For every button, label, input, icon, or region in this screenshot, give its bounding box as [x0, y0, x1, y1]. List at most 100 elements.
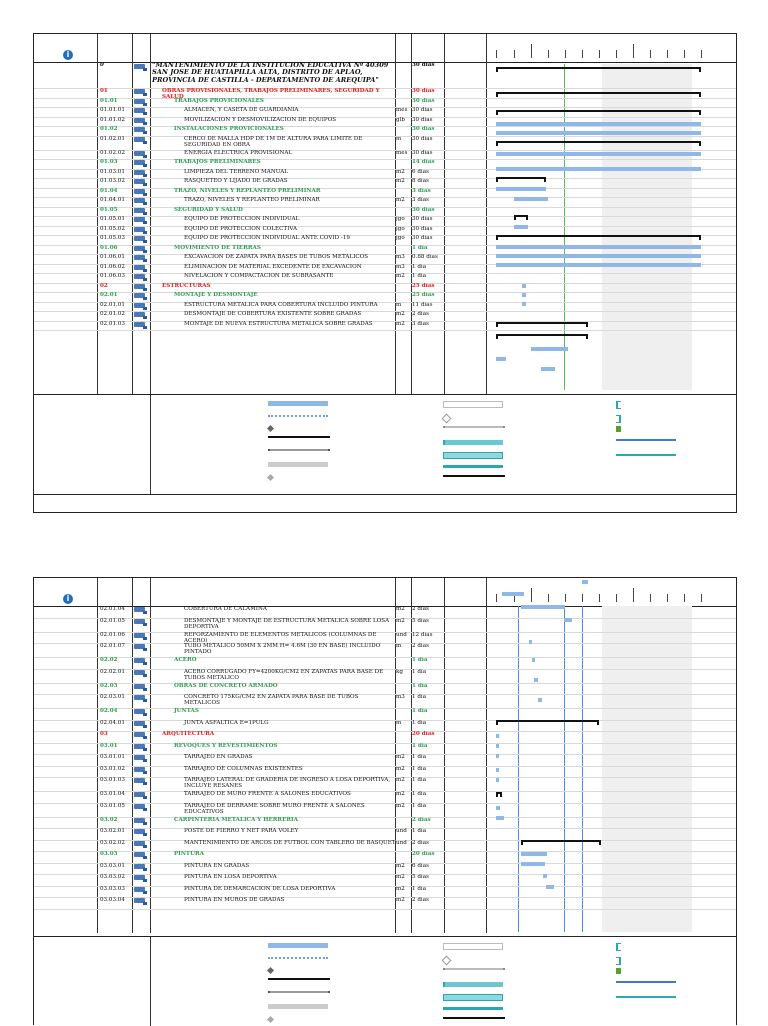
row-id: 01.06.02 [100, 263, 125, 270]
row-unit: m [396, 719, 402, 726]
row-unit: jgo [396, 216, 405, 222]
legend-swatch [443, 982, 503, 987]
row-id: 01.05.02 [100, 225, 125, 232]
row-duration: 6 días [412, 168, 429, 175]
task-bar [496, 357, 506, 361]
task-row: 01.01.02 MOVILIZACION Y DESMOVILIZACION D… [34, 116, 736, 127]
task-name: TRAZO, NIVELES Y REPLANTEO PRELIMINAR [184, 197, 320, 203]
task-row: 02.01.06 REFORZAMIENTO DE ELEMENTOS METAL… [34, 632, 736, 644]
task-mode-icon [134, 766, 147, 774]
row-id: 01.03.01 [100, 168, 125, 175]
row-id: 02.01.04 [100, 606, 125, 612]
task-mode-icon [134, 179, 147, 186]
task-mode-icon [134, 321, 147, 329]
task-mode-icon [134, 852, 147, 859]
row-id: 01.06.01 [100, 254, 125, 260]
task-row: 01.04.01 TRAZO, NIVELES Y REPLANTEO PRELI… [34, 197, 736, 208]
timescale-tick [650, 50, 651, 58]
row-id: 01.05 [100, 206, 118, 213]
task-mode-icon [134, 743, 147, 751]
row-unit: m2 [396, 168, 405, 175]
timescale-tick [582, 50, 583, 58]
task-row: 01.05.01 EQUIPO DE PROTECCION INDIVIDUAL j… [34, 216, 736, 227]
row-id: 01.01 [100, 97, 118, 104]
row-id: 03.02.02 [100, 839, 125, 846]
project-summary-bar [496, 67, 701, 72]
row-id: 01.06.03 [100, 273, 125, 279]
row-duration: 1 día [412, 719, 427, 726]
timescale-tick [599, 50, 600, 58]
task-mode-icon [134, 658, 147, 665]
task-bar [496, 122, 701, 126]
summary-row: 01.05 SEGURIDAD Y SALUD 30 días [34, 206, 736, 217]
row-duration: 1 día [412, 244, 428, 251]
row-duration: 1 día [412, 885, 427, 892]
task-name: ARQUITECTURA [162, 731, 215, 737]
task-bar [496, 754, 499, 758]
task-bar [496, 167, 701, 171]
task-bar [514, 225, 528, 229]
row-id: 02.04 [100, 708, 118, 714]
task-row: 03.02.01 POSTE DE FIERRO Y NET PARA VOLEY… [34, 828, 736, 841]
row-duration: 2 días [412, 897, 429, 903]
task-bar [538, 698, 542, 702]
task-name: ENERGIA ELECTRICA PROVISIONAL [184, 149, 293, 156]
summary-row: 01 OBRAS PROVISIONALES, TRABAJOS PRELIMIN… [34, 88, 736, 101]
summary-bar [514, 215, 528, 220]
row-id: 02 [100, 282, 108, 289]
legend [34, 936, 736, 1026]
row-id: 02.02.01 [100, 668, 125, 675]
legend-swatch [443, 465, 503, 468]
task-mode-icon [134, 198, 147, 205]
task-name: ESTRUCTURA METALICA PARA COBERTURA INCLU… [184, 301, 378, 308]
row-unit: glb [396, 116, 405, 123]
task-mode-icon [134, 89, 147, 96]
task-row: 03.03.04 PINTURA EN MUROS DE GRADAS m2 2 dí… [34, 897, 736, 910]
legend-swatch [268, 415, 328, 419]
timescale-tick [650, 594, 651, 602]
summary-bar [496, 720, 599, 725]
task-bar [546, 885, 554, 889]
row-duration: 2 días [412, 311, 429, 317]
row-unit: m2 [396, 311, 405, 317]
row-duration: 1 día [412, 668, 427, 675]
row-duration: 30 días [412, 116, 433, 123]
task-mode-icon [134, 217, 147, 224]
row-duration: 1 día [412, 273, 427, 279]
task-mode-icon [134, 863, 147, 871]
task-name: MONTAJE Y DESMONTAJE [174, 292, 258, 298]
column-header: i [34, 34, 736, 63]
row-id: 03.01.03 [100, 777, 125, 783]
task-row: 01.06.03 NIVELACION Y COMPACTACION DE SUB… [34, 273, 736, 284]
task-name: TARRAJEO LATERAL DE GRADERIA DE INGRESO … [184, 777, 391, 790]
status-date-line [564, 64, 565, 390]
task-row: 03.01.04 TARRAJEO DE MURO FRENTE A SALONE… [34, 791, 736, 804]
row-duration: 1 día [412, 694, 427, 700]
task-mode-icon [134, 803, 147, 811]
row-id: 0 [100, 62, 104, 68]
summary-row: 01.02 INSTALACIONES PROVICIONALES 30 días [34, 126, 736, 137]
row-unit: m2 [396, 320, 405, 327]
row-id: 01.03 [100, 159, 118, 165]
summary-row: 03 ARQUITECTURA 20 días [34, 731, 736, 744]
summary-row: 03.02 CARPINTERIA METALICA Y HERRERÍA 2 dí… [34, 817, 736, 829]
task-name: COBERTURA DE CALAMINA [184, 606, 267, 612]
task-row: 03.01.02 TARRAJEO DE COLUMNAS EXISTENTES m… [34, 766, 736, 778]
legend-swatch [441, 955, 452, 966]
timescale-tick [548, 594, 549, 602]
task-name: MONTAJE DE NUEVA ESTRUCTURA METALICA SOB… [184, 320, 373, 327]
row-id: 03.03.02 [100, 874, 125, 880]
timescale-tick [599, 594, 600, 602]
legend-swatch [616, 426, 621, 432]
row-unit: kg [396, 668, 403, 675]
task-name: PINTURA EN MUROS DE GRADAS [184, 897, 285, 903]
row-id: 01.01.01 [100, 107, 125, 113]
task-name: OBRAS PROVISIONALES, TRABAJOS PRELIMINAR… [162, 88, 380, 101]
task-mode-icon [134, 607, 147, 614]
summary-row: 01.04 TRAZO, NIVELES Y REPLANTEO PRELIMIN… [34, 188, 736, 198]
timescale-tick [684, 594, 685, 602]
legend-swatch [266, 473, 275, 482]
task-mode-icon [134, 136, 147, 144]
row-id: 01.05.01 [100, 216, 125, 222]
gantt-page-1: i 0 "MANTENIMIENTO DE LA INSTITUCION EDU… [33, 33, 737, 513]
